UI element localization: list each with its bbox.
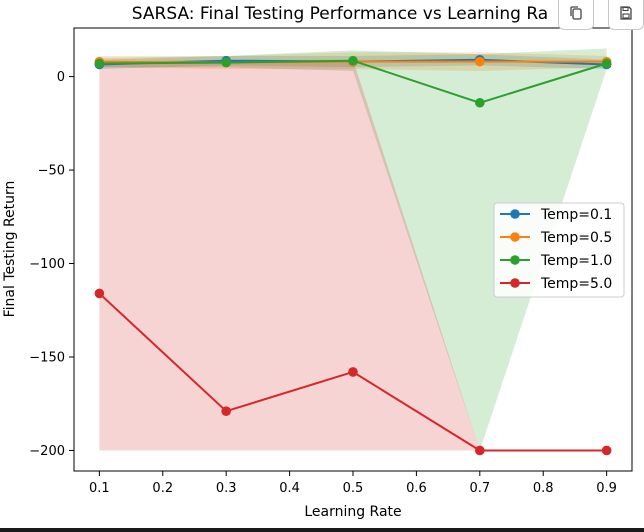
y-tick-label: −50 [38, 164, 65, 179]
point-series-3 [94, 58, 105, 69]
y-axis-label: Final Testing Return [2, 181, 18, 318]
chart-title: SARSA: Final Testing Performance vs Lear… [132, 4, 548, 24]
x-tick-label: 0.6 [406, 481, 427, 496]
legend-marker [510, 278, 520, 288]
point-series-3 [348, 55, 358, 66]
copy-icon [568, 5, 584, 25]
x-axis-label: Learning Rate [304, 504, 401, 520]
window-bottom-border [0, 528, 644, 532]
point-series-3 [475, 97, 485, 108]
series-lines [94, 54, 612, 456]
y-axis-ticks: 0 −50 −100 −150 −200 [29, 70, 74, 459]
x-tick-label: 0.5 [343, 481, 364, 496]
point-series-2 [475, 56, 485, 67]
point-series-4 [94, 288, 105, 299]
y-tick-label: −200 [29, 444, 65, 459]
point-series-4 [221, 406, 231, 416]
x-axis-ticks: 0.1 0.2 0.3 0.4 0.5 0.6 0.7 0.8 0.9 [89, 471, 617, 496]
point-series-4 [601, 445, 612, 456]
x-tick-label: 0.9 [596, 481, 617, 496]
x-tick-label: 0.1 [89, 481, 110, 496]
x-tick-label: 0.7 [469, 481, 490, 496]
point-series-3 [601, 58, 612, 69]
legend-label: Temp=1.0 [540, 253, 612, 269]
save-icon [618, 5, 634, 25]
x-tick-label: 0.4 [279, 481, 300, 496]
x-tick-label: 0.8 [533, 481, 554, 496]
legend-label: Temp=0.1 [540, 207, 612, 223]
legend-marker [510, 232, 520, 242]
x-tick-label: 0.2 [152, 481, 173, 496]
legend-marker [510, 209, 520, 219]
band-series-3 [99, 48, 607, 451]
copy-button[interactable] [558, 0, 594, 30]
point-series-3 [221, 57, 231, 68]
point-series-4 [475, 445, 485, 456]
legend-box [493, 202, 625, 298]
x-tick-label: 0.3 [216, 481, 237, 496]
y-tick-label: −150 [29, 350, 65, 365]
legend-label: Temp=5.0 [540, 276, 612, 292]
y-tick-label: −100 [29, 257, 65, 272]
point-series-4 [348, 367, 358, 377]
band-series-4 [99, 59, 607, 451]
legend: Temp=0.1 Temp=0.5 Temp=1.0 Temp=5.0 [493, 202, 625, 298]
y-tick-label: 0 [57, 70, 65, 85]
legend-label: Temp=0.5 [540, 230, 612, 246]
save-button[interactable] [608, 0, 644, 30]
legend-marker [510, 255, 520, 265]
